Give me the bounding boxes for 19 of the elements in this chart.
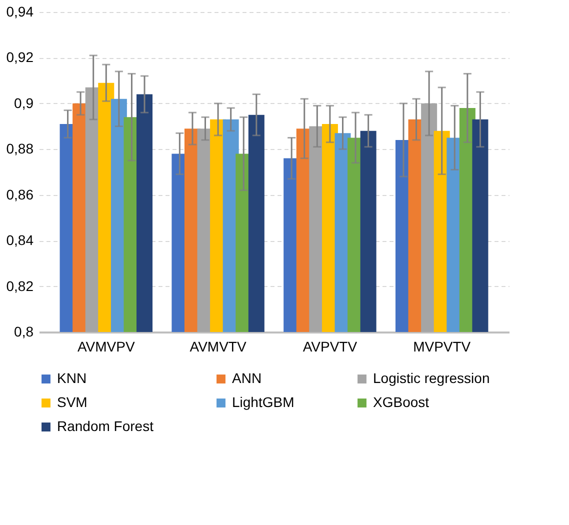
y-tick-label: 0,84: [6, 232, 34, 248]
y-tick-label: 0,86: [6, 186, 34, 202]
y-tick-label: 0,9: [14, 94, 34, 111]
legend-label: LightGBM: [232, 394, 294, 410]
y-tick-label: 0,82: [6, 278, 34, 294]
x-tick-label: AVMVPV: [77, 338, 136, 354]
y-tick-label: 0,92: [6, 49, 34, 66]
x-tick-label: AVPVTV: [302, 338, 358, 354]
legend-label: Logistic regression: [373, 370, 490, 386]
y-tick-label: 0,88: [6, 140, 34, 157]
y-tick-label: 0,8: [14, 324, 34, 340]
legend-label: XGBoost: [373, 394, 430, 410]
legend-label: SVM: [57, 394, 88, 410]
y-tick-label: 0,94: [6, 4, 34, 20]
x-tick-label: AVMVTV: [190, 338, 247, 354]
legend-label: KNN: [57, 370, 87, 386]
legend-label: Random Forest: [57, 418, 154, 434]
x-tick-label: MVPVTV: [413, 338, 472, 354]
legend-label: ANN: [232, 370, 262, 386]
